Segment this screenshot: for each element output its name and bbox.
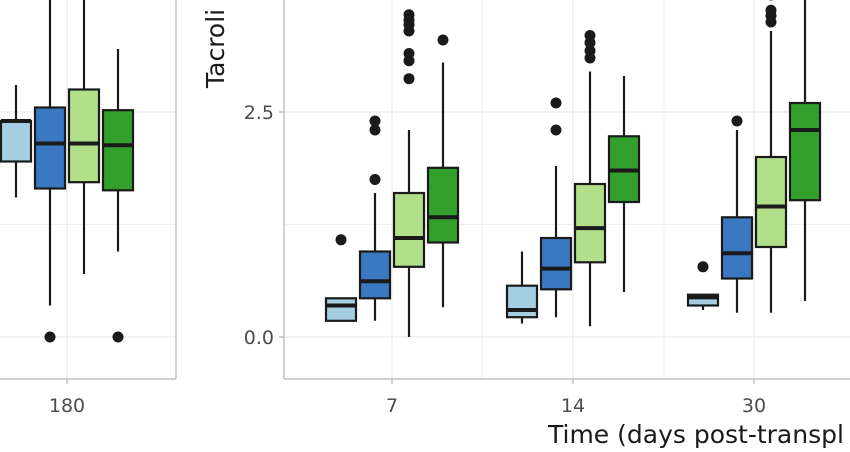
box-iqr: [686, 293, 720, 307]
box-iqr: [788, 101, 822, 202]
outlier-point: [44, 331, 56, 343]
outlier-point: [697, 261, 709, 273]
box-plot: [788, 0, 822, 301]
outlier-point: [731, 115, 743, 127]
y-axis-title: Tacroli: [201, 9, 230, 89]
box-plot: [754, 0, 788, 313]
outlier-point: [335, 234, 347, 246]
box-iqr: [505, 284, 539, 319]
left-panel-boxes: [0, 0, 135, 343]
box-plot: [358, 115, 392, 321]
box-plot: [505, 251, 539, 324]
right-panel: 0.0 2.5 7 14 30: [244, 0, 850, 417]
right-panel-y-ticks: 0.0 2.5: [244, 102, 284, 349]
y-tick-label: 2.5: [244, 102, 274, 124]
box-plot: [392, 9, 426, 337]
x-axis-title: Time (days post-transpl: [547, 420, 844, 449]
outlier-point: [403, 48, 415, 59]
box-plot: [33, 0, 67, 343]
outlier-point: [369, 174, 381, 185]
box-plot: [101, 49, 135, 343]
box-iqr: [101, 109, 135, 192]
x-tick-label: 14: [561, 395, 585, 417]
box-plot: [324, 234, 358, 322]
box-iqr: [67, 88, 101, 184]
box-plot: [607, 76, 641, 292]
box-iqr: [426, 166, 460, 244]
right-panel-boxes: [324, 0, 822, 337]
right-panel-x-ticks: 7 14 30: [386, 379, 766, 417]
outlier-point: [768, 0, 774, 1]
outlier-point: [550, 97, 562, 109]
x-tick-label: 180: [49, 395, 85, 417]
x-tick-label: 30: [742, 395, 766, 417]
box-iqr: [754, 155, 788, 249]
x-tick-label: 7: [386, 395, 398, 417]
y-tick-label: 0.0: [244, 327, 274, 349]
box-iqr: [324, 297, 358, 322]
outlier-point: [437, 34, 449, 46]
box-iqr: [720, 216, 754, 280]
outlier-point: [550, 124, 562, 136]
box-plot: [0, 85, 33, 198]
box-plot: [426, 34, 460, 308]
outlier-point: [584, 45, 596, 57]
box-plot: [720, 115, 754, 313]
outlier-point: [112, 331, 124, 343]
box-iqr: [358, 250, 392, 300]
outlier-point: [369, 124, 381, 136]
left-panel: 180: [0, 0, 177, 417]
box-iqr: [539, 236, 573, 291]
outlier-point: [403, 9, 415, 21]
outlier-point: [584, 30, 596, 41]
box-plot: [539, 97, 573, 318]
left-panel-x-ticks: 180: [49, 379, 85, 417]
box-iqr: [573, 182, 607, 264]
box-iqr: [0, 119, 33, 163]
box-plot: [686, 261, 720, 310]
outlier-point: [765, 4, 777, 16]
box-iqr: [33, 106, 67, 190]
box-plot: [573, 30, 607, 327]
box-plot: [67, 0, 101, 274]
box-iqr: [392, 191, 426, 268]
outlier-point: [403, 73, 415, 85]
outlier-point: [369, 115, 381, 127]
